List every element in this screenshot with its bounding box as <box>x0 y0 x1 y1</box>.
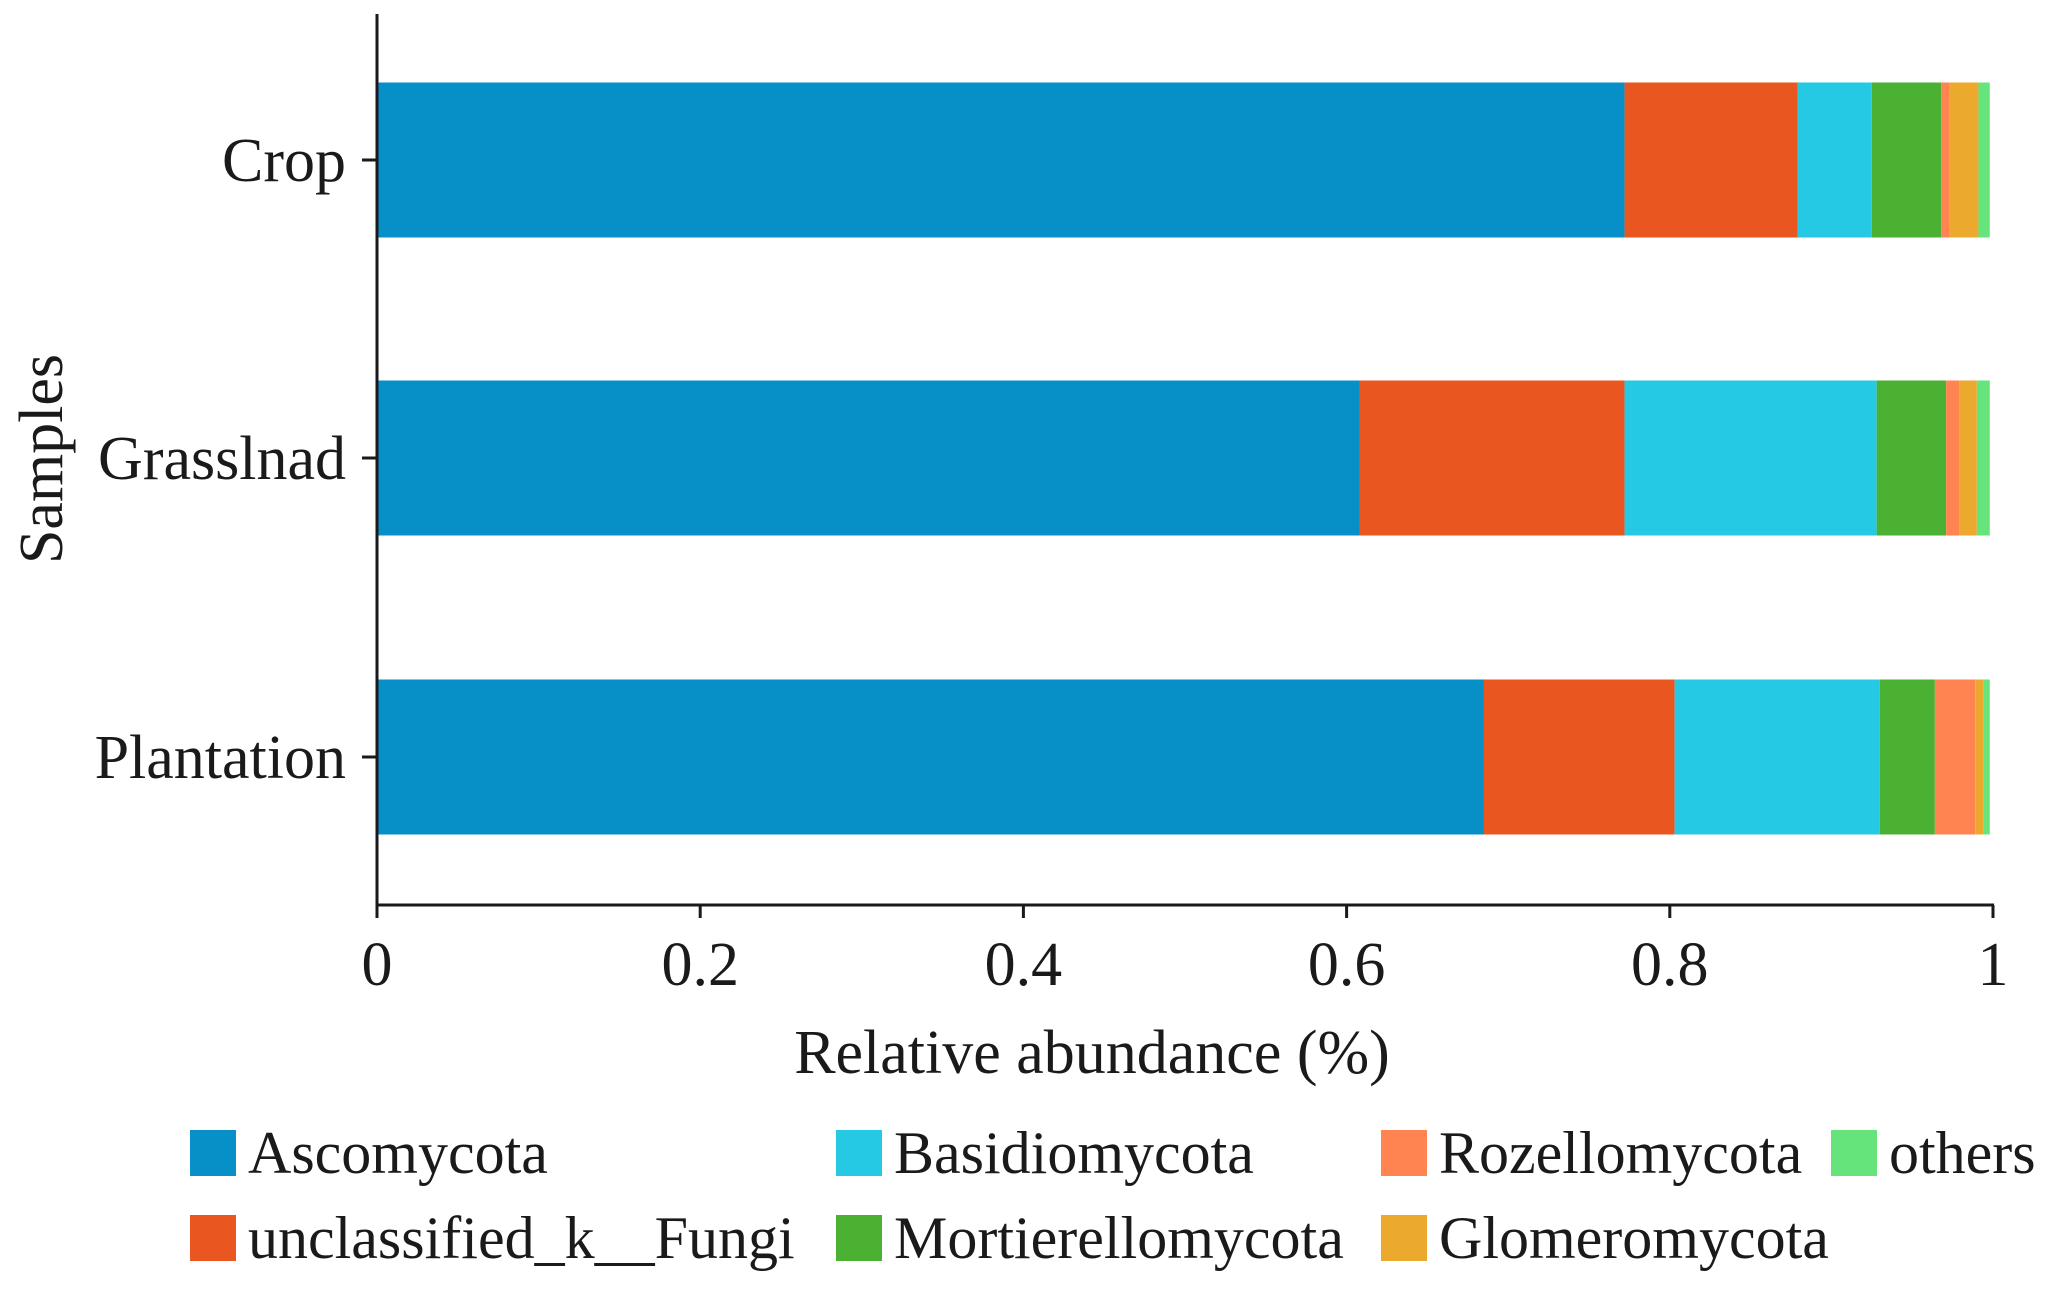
bar-grasslnad-basidiomycota <box>1624 380 1877 536</box>
legend-swatch-mortierellomycota <box>836 1215 882 1261</box>
bar-grasslnad-ascomycota <box>377 380 1360 536</box>
legend: Ascomycota Basidiomycota Rozellomycota othe… <box>190 1120 2036 1271</box>
bar-grasslnad-unclassified-k-fungi <box>1359 380 1625 536</box>
legend-label-rozellomycota: Rozellomycota <box>1439 1120 1802 1186</box>
x-tick-label: 0.4 <box>985 931 1063 999</box>
x-ticks-layer: 0 0.2 0.4 0.6 0.8 1 <box>362 905 2009 999</box>
bar-grasslnad-rozellomycota <box>1946 380 1960 536</box>
bar-plantation-rozellomycota <box>1934 679 1976 835</box>
x-tick-label: 1 <box>1978 931 2009 999</box>
y-tick-label-crop: Crop <box>222 127 346 195</box>
bar-crop-others <box>1978 82 1990 238</box>
y-tick-label-plantation: Plantation <box>95 724 346 792</box>
legend-swatch-basidiomycota <box>836 1130 882 1176</box>
y-axis-title: Samples <box>8 354 76 564</box>
legend-label-basidiomycota: Basidiomycota <box>894 1120 1254 1186</box>
bar-grasslnad-glomeromycota <box>1959 380 1977 536</box>
legend-label-others: others <box>1889 1120 2036 1186</box>
bar-plantation-unclassified-k-fungi <box>1483 679 1675 835</box>
legend-swatch-others <box>1831 1130 1877 1176</box>
y-tick-label-grasslnad: Grasslnad <box>98 425 346 493</box>
bar-crop-unclassified-k-fungi <box>1624 82 1798 238</box>
legend-label-glomeromycota: Glomeromycota <box>1439 1205 1829 1271</box>
bars-layer <box>377 82 1990 835</box>
bar-plantation-mortierellomycota <box>1879 679 1935 835</box>
bar-grasslnad-others <box>1976 380 1990 536</box>
legend-swatch-ascomycota <box>190 1130 236 1176</box>
legend-label-mortierellomycota: Mortierellomycota <box>894 1205 1344 1271</box>
legend-label-unclassified-k-fungi: unclassified_k__Fungi <box>248 1205 795 1271</box>
x-tick-label: 0.8 <box>1631 931 1709 999</box>
bar-plantation-basidiomycota <box>1674 679 1880 835</box>
bar-crop-rozellomycota <box>1941 82 1950 238</box>
legend-swatch-unclassified-k-fungi <box>190 1215 236 1261</box>
legend-swatch-rozellomycota <box>1381 1130 1427 1176</box>
bar-plantation-others <box>1983 679 1990 835</box>
x-tick-label: 0 <box>362 931 393 999</box>
bar-crop-mortierellomycota <box>1871 82 1942 238</box>
legend-label-ascomycota: Ascomycota <box>248 1120 548 1186</box>
x-axis-title: Relative abundance (%) <box>794 1019 1390 1087</box>
legend-swatch-glomeromycota <box>1381 1215 1427 1261</box>
y-ticks-layer: Crop Grasslnad Plantation <box>95 127 377 792</box>
bar-crop-glomeromycota <box>1949 82 1979 238</box>
bar-grasslnad-mortierellomycota <box>1876 380 1947 536</box>
bar-plantation-glomeromycota <box>1975 679 1984 835</box>
bar-crop-ascomycota <box>377 82 1625 238</box>
bar-plantation-ascomycota <box>377 679 1484 835</box>
x-tick-label: 0.2 <box>661 931 739 999</box>
x-tick-label: 0.6 <box>1308 931 1386 999</box>
bar-crop-basidiomycota <box>1797 82 1872 238</box>
